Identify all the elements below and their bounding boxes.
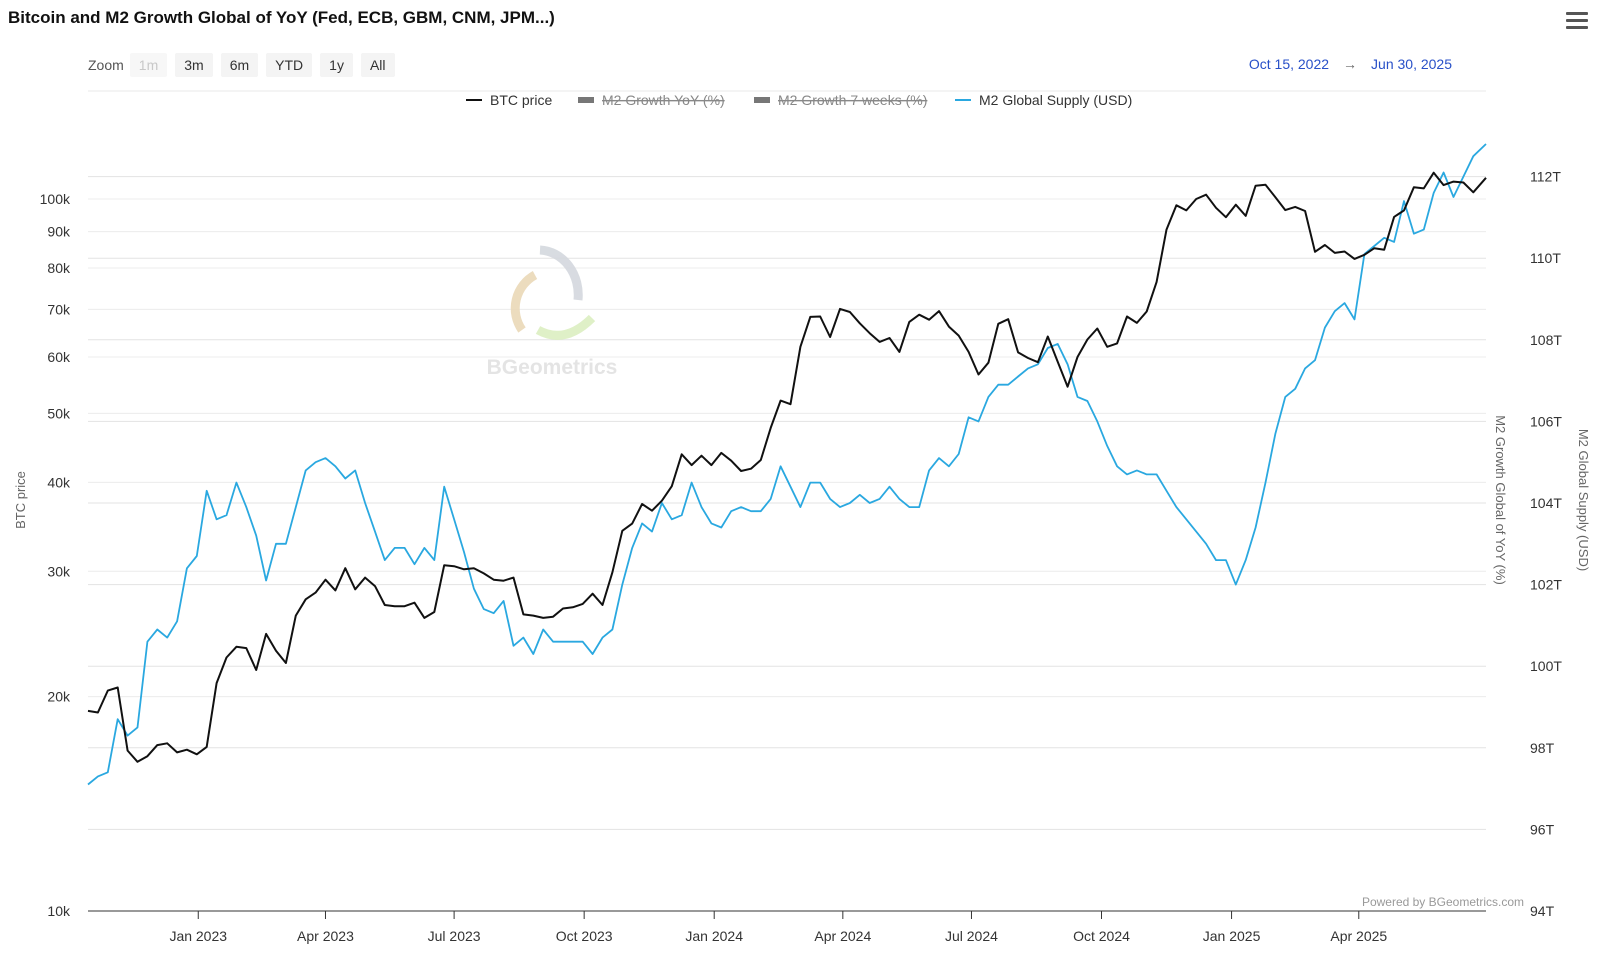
- x-tick-label: Jan 2025: [1203, 928, 1261, 944]
- x-tick-label: Jan 2023: [169, 928, 227, 944]
- legend-item-m2-growth-7weeks[interactable]: M2 Growth 7 weeks (%): [754, 92, 927, 108]
- y-left-tick-label: 30k: [47, 563, 71, 579]
- y-right-tick-label: 110T: [1530, 250, 1561, 266]
- watermark-logo-arc: [535, 314, 596, 340]
- y-left-tick-label: 10k: [47, 903, 71, 919]
- arrow-right-icon: →: [1343, 56, 1358, 72]
- legend-swatch: [754, 97, 770, 103]
- legend-label: M2 Global Supply (USD): [979, 92, 1132, 108]
- x-tick-label: Jan 2024: [685, 928, 743, 944]
- range-to-date[interactable]: Jun 30, 2025: [1371, 56, 1452, 72]
- y-right-tick-label: 104T: [1530, 495, 1562, 511]
- legend-label: M2 Growth YoY (%): [602, 92, 725, 108]
- y-right-axis-title: M2 Global Supply (USD): [1576, 429, 1591, 571]
- y-left-axis-title: BTC price: [13, 471, 28, 529]
- y-left-tick-label: 100k: [40, 191, 71, 207]
- y-left-tick-label: 60k: [47, 349, 71, 365]
- y-right-tick-label: 102T: [1530, 577, 1562, 593]
- y-left-tick-label: 40k: [47, 474, 71, 490]
- legend-label: M2 Growth 7 weeks (%): [778, 92, 927, 108]
- watermark-logo-arc: [510, 271, 538, 333]
- hamburger-menu-icon[interactable]: [1566, 12, 1588, 32]
- x-tick-label: Apr 2023: [297, 928, 354, 944]
- series-lines: [87, 143, 1487, 786]
- axes: 94T 96T 98T 100T 102T 104T 106T 108T 110T 112T 10k…: [40, 169, 1563, 944]
- watermark-text: BGeometrics: [487, 356, 618, 379]
- date-range: Oct 15, 2022 → Jun 30, 2025: [1249, 56, 1452, 72]
- y-left-tick-label: 50k: [47, 405, 71, 421]
- x-tick-label: Jul 2023: [428, 928, 481, 944]
- legend-label: BTC price: [490, 92, 552, 108]
- chart-title: Bitcoin and M2 Growth Global of YoY (Fed…: [8, 8, 555, 27]
- watermark: BGeometrics: [487, 245, 618, 379]
- x-tick-label: Oct 2023: [556, 928, 613, 944]
- x-tick-label: Apr 2024: [814, 928, 871, 944]
- zoom-label: Zoom: [88, 57, 124, 73]
- watermark-logo-arc: [539, 245, 583, 301]
- credit-link[interactable]: Powered by BGeometrics.com: [1362, 895, 1524, 909]
- legend-item-btc-price[interactable]: BTC price: [466, 92, 552, 108]
- zoom-6m-button[interactable]: 6m: [220, 53, 259, 77]
- zoom-all-button[interactable]: All: [360, 53, 395, 77]
- y-left-tick-label: 20k: [47, 689, 71, 705]
- legend: BTC price M2 Growth YoY (%) M2 Growth 7 …: [466, 92, 1132, 108]
- y-right-tick-label: 112T: [1530, 169, 1561, 185]
- x-tick-label: Oct 2024: [1073, 928, 1130, 944]
- y-right-tick-label: 94T: [1530, 903, 1555, 919]
- y-right-inner-axis-title: M2 Growth Global of YoY (%): [1493, 415, 1508, 585]
- x-tick-label: Apr 2025: [1330, 928, 1387, 944]
- zoom-1m-button[interactable]: 1m: [129, 53, 168, 77]
- legend-item-m2-growth-yoy[interactable]: M2 Growth YoY (%): [578, 92, 725, 108]
- range-from-date[interactable]: Oct 15, 2022: [1248, 56, 1330, 72]
- legend-swatch: [578, 97, 594, 103]
- legend-item-m2-global-supply[interactable]: M2 Global Supply (USD): [955, 92, 1132, 108]
- y-left-tick-label: 70k: [47, 301, 71, 317]
- series-line-btc-price: [87, 171, 1487, 763]
- series-line-m2-global-supply: [87, 143, 1487, 786]
- zoom-3m-button[interactable]: 3m: [175, 53, 213, 77]
- zoom-1y-button[interactable]: 1y: [320, 53, 353, 77]
- y-left-tick-label: 90k: [47, 224, 71, 240]
- y-right-tick-label: 96T: [1530, 821, 1555, 837]
- zoom-ytd-button[interactable]: YTD: [266, 53, 313, 77]
- grid-lines: [88, 90, 1486, 830]
- y-right-tick-label: 108T: [1530, 332, 1562, 348]
- y-right-tick-label: 100T: [1530, 658, 1562, 674]
- zoom-controls: Zoom 1m 3m 6m YTD 1y All: [88, 52, 403, 78]
- y-right-tick-label: 98T: [1530, 740, 1555, 756]
- y-right-tick-label: 106T: [1530, 413, 1562, 429]
- y-left-tick-label: 80k: [47, 260, 71, 276]
- x-tick-label: Jul 2024: [945, 928, 998, 944]
